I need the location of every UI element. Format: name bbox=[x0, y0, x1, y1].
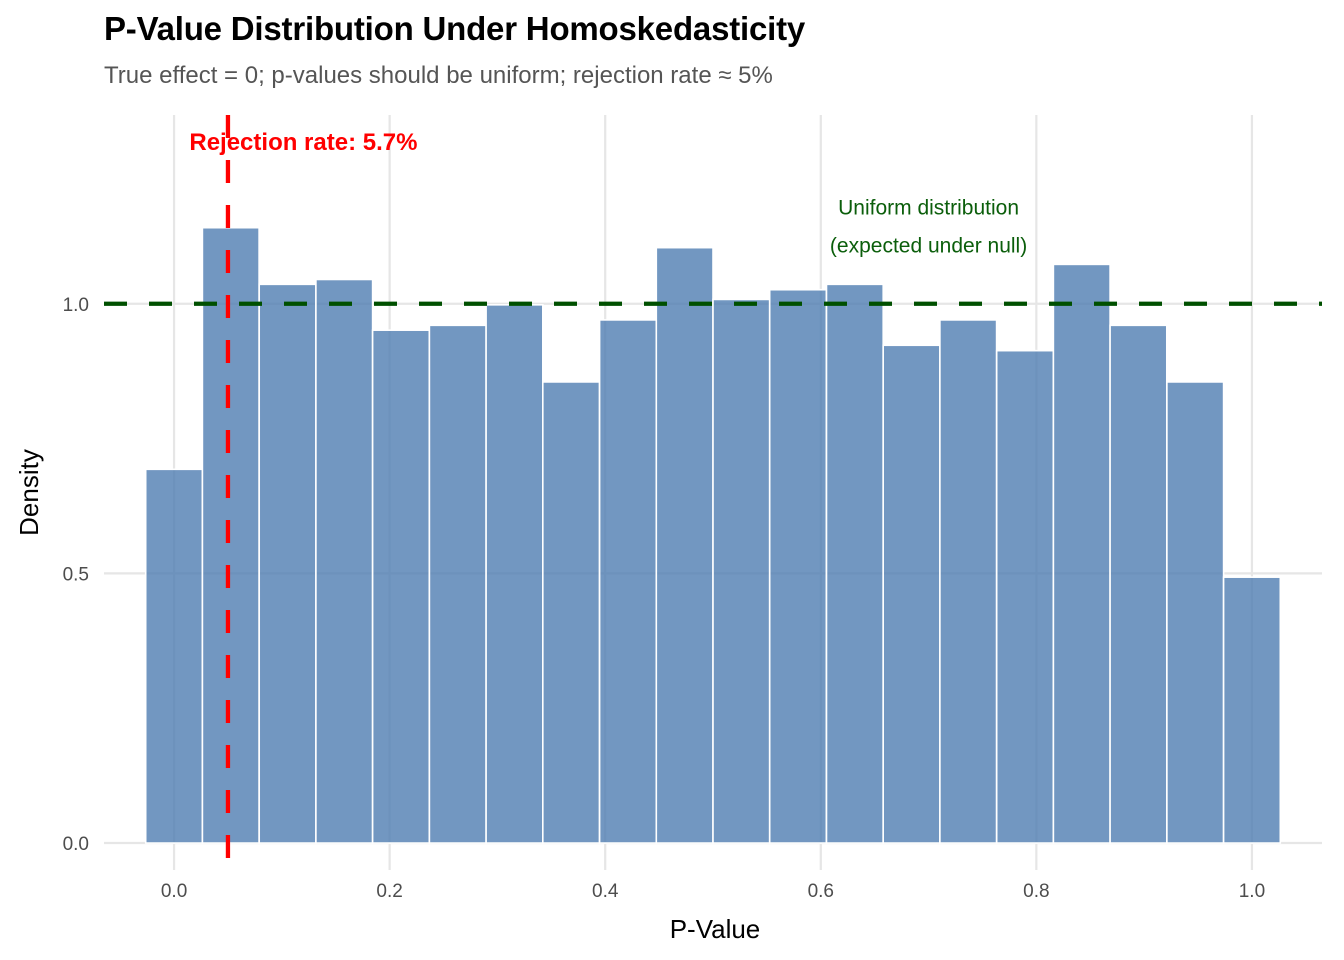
y-tick-label: 1.0 bbox=[63, 295, 89, 316]
histogram-bar bbox=[1109, 324, 1168, 844]
histogram-bar bbox=[1222, 576, 1282, 844]
histogram-bar bbox=[144, 468, 204, 844]
histogram-bar bbox=[655, 246, 714, 844]
chart-subtitle: True effect = 0; p-values should be unif… bbox=[104, 62, 773, 89]
histogram-bar bbox=[542, 381, 601, 844]
histogram-bar bbox=[995, 349, 1055, 844]
histogram-bar bbox=[371, 329, 431, 844]
histogram-bar bbox=[825, 283, 884, 844]
histogram-bar bbox=[1052, 263, 1111, 844]
x-tick-label: 0.0 bbox=[161, 881, 187, 902]
rejection-rate-annotation: Rejection rate: 5.7% bbox=[189, 129, 417, 156]
x-tick-label: 0.6 bbox=[808, 881, 834, 902]
y-tick-label: 0.5 bbox=[63, 564, 89, 585]
histogram-bar bbox=[882, 344, 941, 844]
histogram-bar bbox=[768, 288, 828, 844]
y-tick-label: 0.0 bbox=[63, 834, 89, 855]
x-tick-label: 1.0 bbox=[1239, 881, 1265, 902]
tick-labels: 0.0 0.2 0.4 0.6 0.8 1.0 0.0 0.5 1.0 bbox=[63, 295, 1266, 902]
histogram-bar bbox=[258, 283, 317, 844]
x-tick-label: 0.2 bbox=[376, 881, 402, 902]
histogram-bar bbox=[201, 226, 260, 844]
histogram-bar bbox=[712, 298, 771, 844]
reference-lines bbox=[104, 115, 1322, 870]
histogram-bar bbox=[485, 304, 544, 844]
histogram-bar bbox=[315, 278, 374, 844]
histogram-bar bbox=[939, 319, 998, 844]
uniform-annotation-line-1: Uniform distribution bbox=[838, 197, 1019, 220]
y-axis-title: Density bbox=[14, 449, 44, 536]
histogram-bar bbox=[1166, 381, 1225, 844]
uniform-annotation-line-2: (expected under null) bbox=[830, 234, 1027, 257]
chart-title: P-Value Distribution Under Homoskedastic… bbox=[104, 10, 806, 47]
x-tick-label: 0.8 bbox=[1023, 881, 1049, 902]
annotations: Rejection rate: 5.7% Uniform distribution… bbox=[189, 129, 1027, 257]
histogram-bar bbox=[598, 319, 658, 844]
x-axis-title: P-Value bbox=[670, 914, 761, 944]
x-tick-label: 0.4 bbox=[592, 881, 619, 902]
histogram-bar bbox=[428, 324, 487, 844]
bars-layer bbox=[144, 226, 1282, 844]
